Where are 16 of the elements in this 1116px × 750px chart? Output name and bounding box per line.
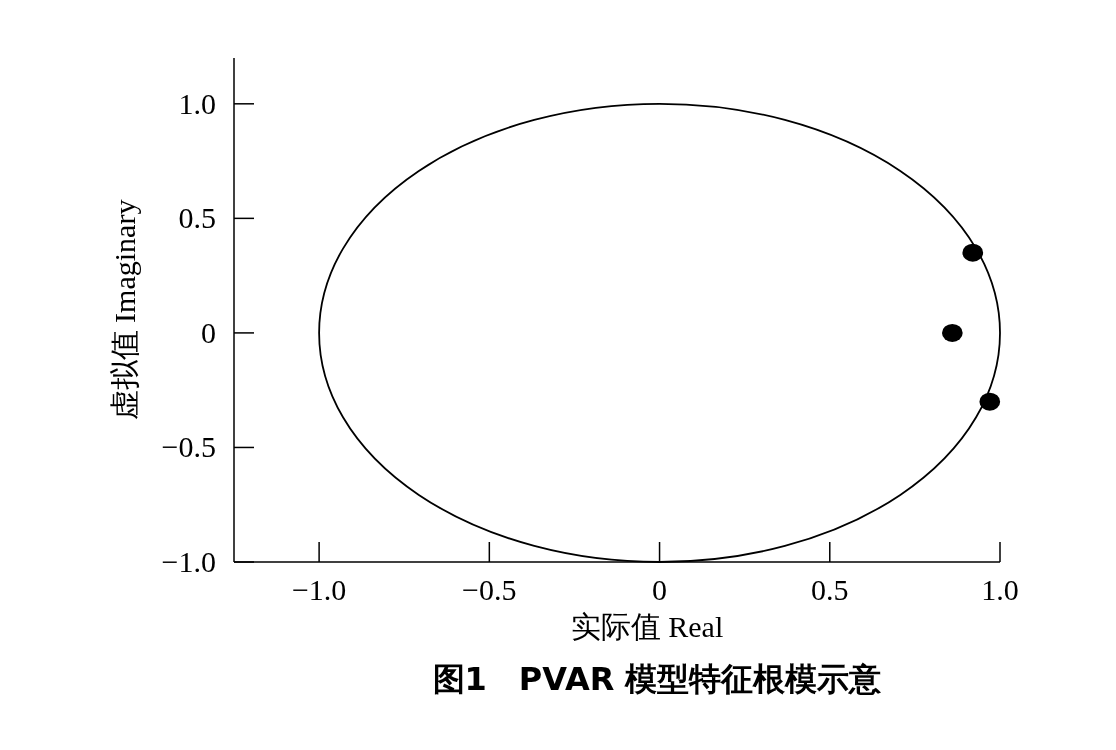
y-tick-label: 0.5 bbox=[178, 201, 216, 235]
x-tick-label: 0 bbox=[652, 573, 668, 606]
x-tick-label: 0.5 bbox=[811, 573, 849, 606]
point bbox=[979, 392, 1001, 411]
y-tick-label: 1.0 bbox=[178, 86, 216, 120]
y-axis-title: 虚拟值 Imaginary bbox=[108, 199, 141, 421]
x-tick-label: −0.5 bbox=[462, 573, 517, 606]
x-tick-label: 1.0 bbox=[981, 573, 1019, 606]
text: 图1 PVAR 模型特征根模示意 bbox=[432, 660, 883, 698]
y-tick-label: −0.5 bbox=[161, 430, 216, 464]
y-tick-label: 0 bbox=[201, 315, 216, 349]
point bbox=[941, 323, 963, 342]
point bbox=[962, 243, 984, 262]
y-tick-label: −1.0 bbox=[161, 545, 216, 578]
x-tick-label: −1.0 bbox=[291, 573, 347, 606]
x-axis-title: 实际值 Real bbox=[570, 610, 724, 643]
